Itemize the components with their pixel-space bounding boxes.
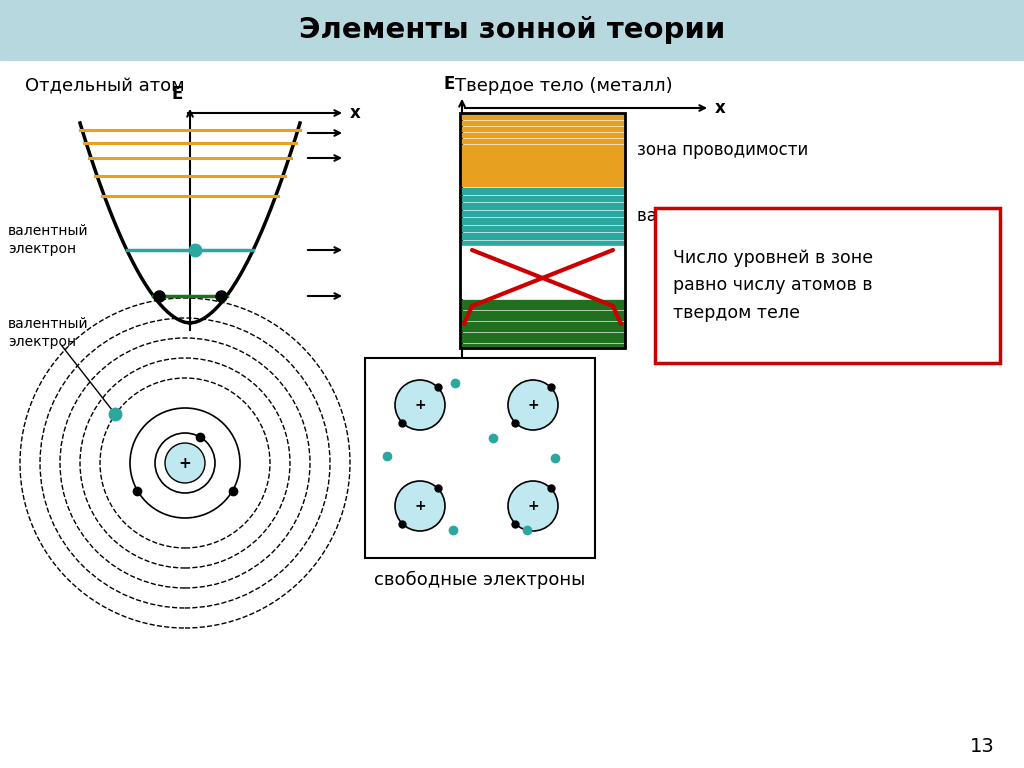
Text: +: + [414,398,426,412]
Text: x: x [350,104,360,122]
Text: свободные электроны: свободные электроны [375,571,586,589]
Text: +: + [178,455,191,471]
Text: Твердое тело (металл): Твердое тело (металл) [455,77,673,95]
Text: Отдельный атом: Отдельный атом [25,77,184,95]
Circle shape [395,481,445,531]
Bar [460,113,625,348]
Text: +: + [527,398,539,412]
Text: валентный
электрон: валентный электрон [8,224,89,256]
Circle shape [165,443,205,483]
Text: Число уровней в зоне
равно числу атомов в
твердом теле: Число уровней в зоне равно числу атомов … [673,249,873,323]
Circle shape [508,380,558,430]
Text: валентная зона: валентная зона [637,207,774,225]
Text: x: x [715,99,726,117]
Bar [0,0,1024,60]
Bar [655,208,1000,363]
Bar [365,358,595,558]
Circle shape [508,481,558,531]
Text: валентный
электрон: валентный электрон [8,317,89,349]
Text: Элементы зонной теории: Элементы зонной теории [299,16,725,45]
Text: +: + [527,499,539,513]
Text: зона проводимости: зона проводимости [637,141,808,159]
Text: 13: 13 [971,737,995,756]
Text: +: + [414,499,426,513]
Text: E: E [172,85,183,103]
Circle shape [395,380,445,430]
Text: E: E [443,75,455,93]
